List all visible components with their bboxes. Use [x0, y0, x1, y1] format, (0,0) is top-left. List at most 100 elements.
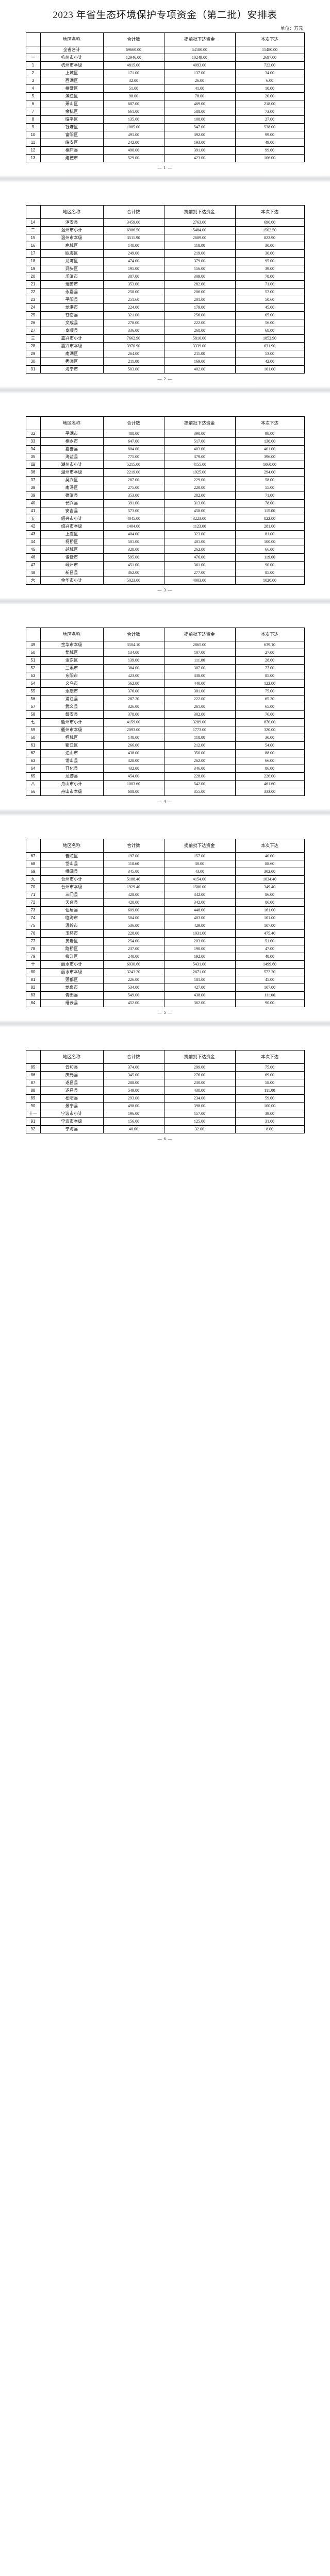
- cell-total: 336.00: [103, 327, 164, 335]
- cell-region-name: 金东区: [40, 656, 104, 665]
- cell-current-allocation: 349.40: [235, 883, 305, 891]
- cell-total: 6986.50: [103, 226, 164, 234]
- cell-index: 82: [25, 984, 41, 992]
- document-page: 地区名称 合计数 提前批下达资金 本次下达 14 淳安县 3459.00 2763.00 696…: [0, 182, 330, 386]
- cell-prior-allocation: 3289.00: [163, 718, 236, 726]
- cell-current-allocation: 101.00: [235, 365, 305, 374]
- cell-prior-allocation: 458.00: [163, 507, 236, 515]
- cell-prior-allocation: 276.00: [163, 1071, 236, 1079]
- cell-prior-allocation: 4154.00: [163, 875, 236, 884]
- cell-index: 65: [25, 772, 41, 781]
- table-row: 53 东阳市 423.00 338.00 85.00: [25, 672, 305, 680]
- cell-region-name: 庆元县: [40, 1071, 104, 1079]
- cell-region-name: 玉环市: [40, 929, 104, 938]
- table-row: 38 南浔区 275.00 220.00 55.00: [25, 484, 305, 492]
- table-row: 81 莲都区 226.00 181.00 45.00: [25, 976, 305, 984]
- cell-current-allocation: 870.00: [235, 718, 305, 726]
- cell-current-allocation: 100.00: [235, 538, 305, 546]
- cell-region-name: 青田县: [40, 991, 104, 999]
- cell-total: 387.00: [103, 273, 164, 281]
- cell-current-allocation: 58.00: [235, 476, 305, 484]
- cell-prior-allocation: 203.00: [163, 937, 236, 945]
- table-row: 50 婺城区 134.00 107.00 27.00: [25, 649, 305, 657]
- cell-prior-allocation: 355.00: [163, 788, 236, 796]
- cell-current-allocation: 48.00: [235, 953, 305, 961]
- cell-index: 51: [25, 656, 41, 665]
- cell-region-name: 泰顺县: [40, 327, 104, 335]
- cell-current-allocation: 99.00: [235, 146, 305, 155]
- cell-current-allocation: 15480.00: [235, 46, 305, 54]
- table-row: 54 义乌市 562.00 440.00 122.00: [25, 680, 305, 688]
- cell-current-allocation: 90.00: [235, 561, 305, 569]
- cell-total: 196.00: [103, 1110, 164, 1118]
- cell-region-name: 缙云县: [40, 999, 104, 1007]
- table-row: 49 金华市本级 3504.10 2865.00 639.10: [25, 641, 305, 649]
- cell-index: 13: [25, 154, 41, 162]
- cell-region-name: 拱墅区: [40, 84, 104, 93]
- cell-prior-allocation: 403.00: [163, 445, 236, 453]
- cell-current-allocation: 119.00: [235, 553, 305, 562]
- cell-index: 60: [25, 734, 41, 742]
- table-row: 62 江山市 438.00 350.00 88.00: [25, 749, 305, 757]
- column-header-prior: 提前批下达资金: [163, 32, 236, 46]
- cell-index: 73: [25, 906, 41, 914]
- cell-region-name: 永康市: [40, 687, 104, 696]
- table-row: 35 海盐县 775.00 379.00 396.00: [25, 453, 305, 461]
- cell-region-name: 秀洲区: [40, 358, 104, 366]
- cell-index: 41: [25, 507, 41, 515]
- cell-index: 90: [25, 1102, 41, 1110]
- cell-current-allocation: 50.60: [235, 296, 305, 304]
- cell-region-name: 鹿城区: [40, 242, 104, 250]
- table-row: 25 苍南县 321.00 256.00 65.00: [25, 311, 305, 319]
- cell-current-allocation: 45.00: [235, 976, 305, 984]
- cell-index: 三: [25, 334, 41, 343]
- cell-current-allocation: 90.00: [235, 999, 305, 1007]
- table-row: 58 磐安县 378.00 302.00 76.00: [25, 710, 305, 719]
- cell-prior-allocation: 193.00: [163, 139, 236, 147]
- table-row: 32 平湖市 488.00 390.00 98.00: [25, 430, 305, 438]
- cell-region-name: 临平区: [40, 115, 104, 124]
- cell-total: 595.00: [103, 553, 164, 562]
- cell-current-allocation: 396.00: [235, 453, 305, 461]
- cell-total: 293.00: [103, 1094, 164, 1103]
- cell-total: 4159.00: [103, 718, 164, 726]
- table-row: 39 德清县 353.00 282.00 71.00: [25, 492, 305, 500]
- cell-total: 1003.60: [103, 780, 164, 788]
- column-header-index: [25, 416, 41, 430]
- table-row: 37 吴兴区 287.00 229.00 58.00: [25, 476, 305, 484]
- cell-region-name: 宁海县: [40, 1125, 104, 1133]
- cell-index: 6: [25, 100, 41, 108]
- cell-index: 45: [25, 546, 41, 554]
- table-row: 二温州市小计 6986.50 5484.00 1502.50: [25, 226, 305, 234]
- cell-region-name: 越城区: [40, 546, 104, 554]
- cell-prior-allocation: 212.00: [163, 741, 236, 750]
- cell-current-allocation: 59.00: [235, 1094, 305, 1103]
- cell-current-allocation: 822.90: [235, 234, 305, 242]
- cell-current-allocation: 281.00: [235, 522, 305, 531]
- column-header-total: 合计数: [103, 32, 164, 46]
- cell-index: 70: [25, 883, 41, 891]
- cell-index: 28: [25, 342, 41, 350]
- cell-current-allocation: 85.00: [235, 569, 305, 577]
- page-top-padding: [0, 816, 330, 839]
- cell-current-allocation: 53.00: [235, 350, 305, 358]
- cell-current-allocation: 78.00: [235, 273, 305, 281]
- cell-region-name: 淳安县: [40, 218, 104, 227]
- cell-current-allocation: 49.00: [235, 139, 305, 147]
- table-row: 20 乐清市 387.00 309.00 78.00: [25, 273, 305, 281]
- cell-current-allocation: 2697.00: [235, 54, 305, 62]
- cell-current-allocation: 20.00: [235, 92, 305, 100]
- cell-index: 64: [25, 765, 41, 773]
- cell-index: 30: [25, 358, 41, 366]
- cell-index: 四: [25, 461, 41, 469]
- column-header-region: 地区名称: [40, 839, 104, 853]
- cell-index: 一: [25, 54, 41, 62]
- cell-index: 5: [25, 92, 41, 100]
- table-row: 65 龙游县 454.00 228.00 226.00: [25, 772, 305, 781]
- table-row: 76 玉环市 228.00 1031.00 475.40: [25, 929, 305, 938]
- cell-current-allocation: 76.00: [235, 710, 305, 719]
- table-header-row: 地区名称 合计数 提前批下达资金 本次下达: [25, 32, 305, 46]
- cell-prior-allocation: 438.00: [163, 991, 236, 999]
- cell-region-name: 景宁县: [40, 1102, 104, 1110]
- cell-total: 374.00: [103, 1063, 164, 1072]
